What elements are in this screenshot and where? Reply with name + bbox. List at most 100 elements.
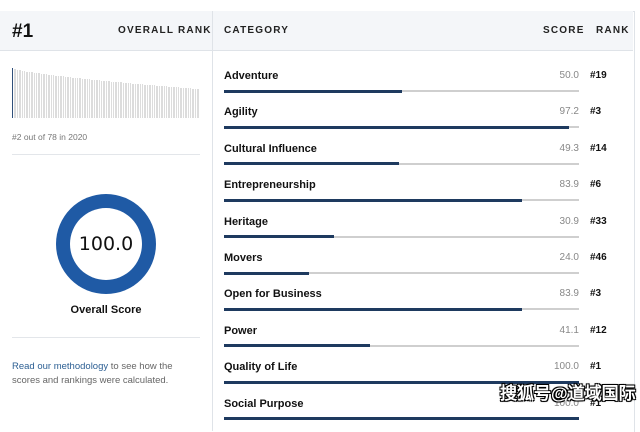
sparkline-bar (182, 87, 185, 118)
sparkline-bar (144, 84, 146, 118)
overall-score-donut: 100.0 (56, 194, 156, 294)
score-bar-fill (224, 271, 310, 275)
score-bar-track (224, 89, 579, 93)
column-header-rank: RANK (596, 25, 630, 36)
score-bar-track (224, 125, 579, 129)
table-header: CATEGORY SCORE RANK (213, 11, 633, 51)
sparkline-bar (50, 75, 52, 118)
sparkline-bar (108, 81, 110, 118)
category-score: 49.3 (559, 142, 579, 154)
table-row: Quality of Life 100.0 #1 (213, 348, 633, 384)
sparkline-bar (166, 86, 168, 118)
sparkline-bar (173, 87, 175, 118)
sparkline-bar (115, 81, 117, 118)
score-bar-fill (224, 307, 522, 311)
category-rank: #46 (590, 252, 607, 263)
sparkline-bar (117, 82, 120, 118)
sparkline-bar (64, 76, 67, 118)
sparkline-bar (161, 86, 163, 118)
sparkline-bar (125, 82, 127, 118)
sparkline-bar (40, 73, 43, 118)
methodology-note: Read our methodology to see how the scor… (12, 360, 202, 388)
score-bar-track (224, 307, 579, 311)
sparkline-bar (151, 85, 153, 118)
sparkline-bar (89, 79, 91, 118)
category-score: 100.0 (553, 361, 579, 373)
overall-panel: #1 OVERALL RANK #2 out of 78 in 2020 100… (0, 11, 213, 431)
sparkline-bar (127, 83, 129, 118)
category-name: Heritage (224, 215, 269, 228)
sparkline-bar (57, 75, 60, 118)
sparkline-bar (76, 78, 79, 118)
table-row: Power 41.1 #12 (213, 312, 633, 348)
category-rank: #1 (590, 397, 602, 409)
sparkline-bar (158, 85, 161, 118)
sparkline-bar (180, 87, 182, 118)
sparkline-bar (122, 82, 125, 118)
category-name: Agility (224, 106, 258, 119)
category-score: 41.1 (559, 324, 579, 336)
sparkline-bar (185, 88, 187, 118)
category-name: Open for Business (224, 288, 322, 301)
sparkline-bar (103, 80, 105, 118)
sparkline-bar (141, 84, 144, 118)
table-row: Cultural Influence 49.3 #14 (213, 130, 633, 166)
table-row: Open for Business 83.9 #3 (213, 275, 633, 311)
sparkline-bar (33, 72, 36, 118)
category-name: Quality of Life (224, 361, 298, 374)
sparkline-bar (28, 71, 31, 118)
score-bar-fill (224, 417, 579, 421)
category-score: 24.0 (559, 252, 579, 263)
divider (12, 154, 200, 155)
category-name: Movers (224, 252, 263, 264)
score-bar-fill (224, 125, 570, 129)
sparkline-bar (72, 77, 74, 118)
category-score: 100.0 (553, 397, 579, 409)
sparkline-bar (21, 70, 24, 118)
overall-header: #1 OVERALL RANK (0, 11, 212, 51)
sparkline-bar (60, 76, 62, 118)
score-bar-track (224, 198, 579, 202)
sparkline-bar (134, 83, 137, 118)
overall-rank-label: OVERALL RANK (118, 25, 212, 36)
sparkline-bar (170, 86, 173, 118)
sparkline-bar (194, 88, 197, 118)
score-bar-fill (224, 235, 334, 239)
score-bar-track (224, 271, 579, 275)
previous-rank-caption: #2 out of 78 in 2020 (12, 132, 88, 142)
table-row: Adventure 50.0 #19 (213, 57, 633, 93)
category-rank: #14 (590, 142, 607, 154)
score-bar-track (224, 417, 579, 421)
category-name: Cultural Influence (224, 142, 317, 155)
score-bar-track (224, 344, 579, 348)
sparkline-bar (175, 87, 178, 118)
methodology-link[interactable]: Read our methodology (12, 361, 109, 372)
category-score: 97.2 (559, 106, 579, 118)
sparkline-bar (31, 72, 33, 118)
category-rank: #12 (590, 324, 607, 336)
sparkline-bar (93, 79, 96, 118)
sparkline-bar (137, 83, 139, 118)
score-bar-fill (224, 89, 402, 93)
category-score: 50.0 (559, 70, 579, 81)
table-row: Agility 97.2 #3 (213, 93, 633, 129)
sparkline-bar (192, 88, 194, 118)
sparkline-bar (69, 77, 72, 118)
sparkline-bar (156, 85, 158, 118)
sparkline-bar (98, 80, 101, 118)
category-score: 83.9 (559, 288, 579, 300)
sparkline-bar (24, 71, 26, 118)
column-header-category: CATEGORY (224, 25, 290, 36)
sparkline-bar (163, 86, 165, 118)
overall-score-label: Overall Score (70, 304, 142, 316)
sparkline-bar (149, 85, 151, 118)
sparkline-bar (36, 73, 38, 118)
sparkline-bar (120, 82, 122, 118)
sparkline-bar (91, 79, 93, 118)
sparkline-bar (146, 84, 149, 118)
sparkline-bar (74, 77, 76, 118)
sparkline-bar (48, 74, 50, 118)
watermark: 搜狐号@道域国际 (500, 384, 636, 403)
category-rank: #3 (590, 288, 602, 300)
category-score: 83.9 (559, 179, 579, 191)
